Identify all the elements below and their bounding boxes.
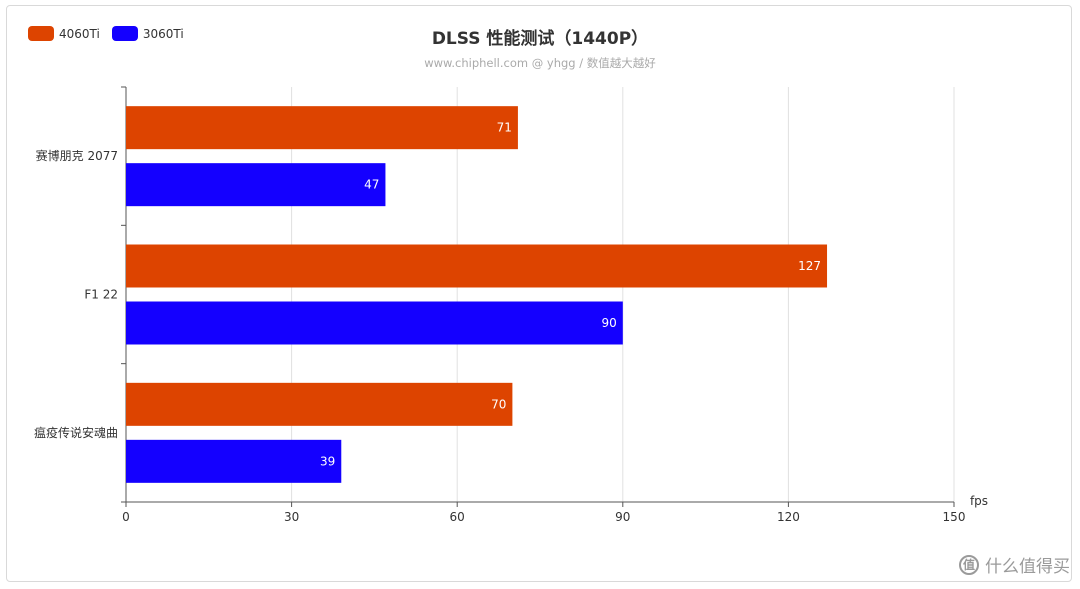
watermark-logo-icon: 值 (959, 554, 979, 575)
x-axis-label: fps (970, 494, 988, 508)
legend-item-4060ti[interactable]: 4060Ti (28, 26, 100, 41)
legend-item-3060ti[interactable]: 3060Ti (111, 26, 184, 41)
bar-4060ti (126, 244, 828, 288)
bar-3060ti (126, 163, 386, 207)
x-tick-label: 60 (450, 510, 465, 524)
bar-data-label: 71 (497, 121, 512, 135)
bar-4060ti (126, 382, 513, 426)
x-tick-label: 120 (777, 510, 800, 524)
watermark: 值 什么值得买 (959, 552, 1070, 577)
chart-legend: 4060Ti 3060Ti (28, 26, 184, 41)
bar-data-label: 90 (602, 316, 617, 330)
y-category-label: 瘟疫传说安魂曲 (34, 425, 118, 440)
legend-swatch-4060ti (28, 26, 54, 41)
x-tick-label: 0 (122, 510, 130, 524)
bar-3060ti (126, 439, 342, 483)
bar-data-label: 47 (364, 178, 379, 192)
x-tick-label: 90 (615, 510, 630, 524)
chart-subtitle: www.chiphell.com @ yhgg / 数值越大越好 (424, 56, 656, 70)
y-category-label: 赛博朋克 2077 (36, 148, 118, 163)
bar-4060ti (126, 106, 518, 150)
bar-3060ti (126, 301, 623, 345)
watermark-text: 什么值得买 (985, 557, 1070, 577)
legend-label-3060ti: 3060Ti (142, 26, 184, 41)
x-tick-label: 30 (284, 510, 299, 524)
bar-data-label: 70 (491, 397, 506, 411)
legend-swatch-3060ti (111, 26, 138, 41)
bar-data-label: 127 (798, 259, 821, 273)
chart-frame (6, 5, 1072, 582)
legend-label-4060ti: 4060Ti (59, 26, 100, 41)
bar-data-label: 39 (320, 454, 335, 468)
y-category-label: F1 22 (84, 288, 118, 302)
x-tick-label: 150 (943, 510, 966, 524)
chart-title: DLSS 性能测试（1440P） (431, 29, 649, 49)
